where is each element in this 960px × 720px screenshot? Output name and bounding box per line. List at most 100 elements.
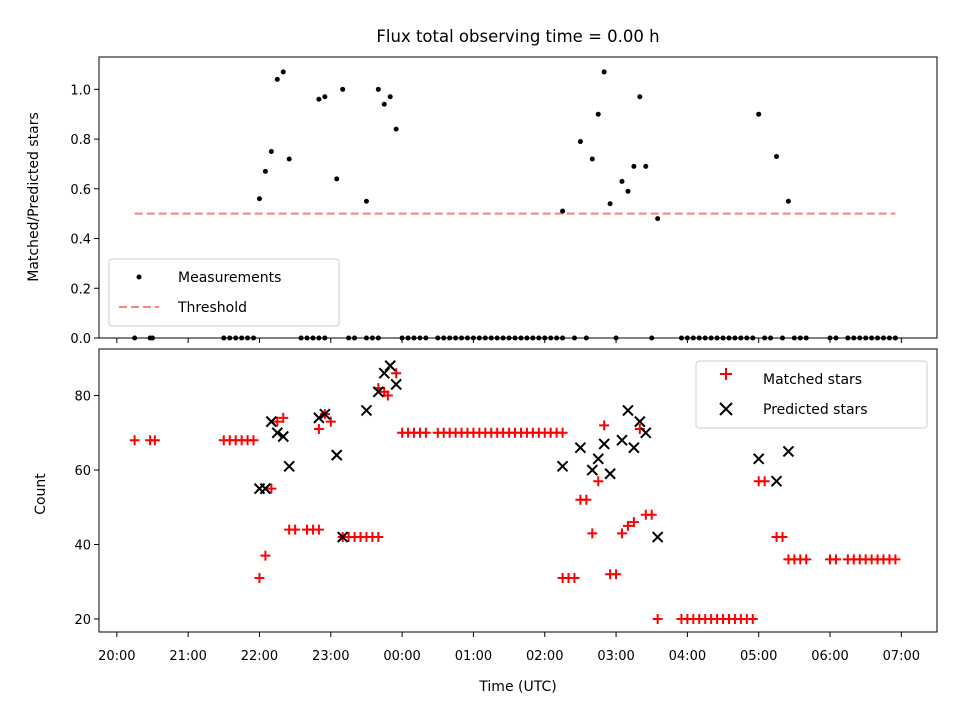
top-y-tick-label: 1.0 [70,83,91,98]
predicted-star-point [598,438,610,450]
predicted-star-point [651,531,664,543]
predicted-star-point [271,427,284,439]
predicted-star-point [616,434,628,446]
predicted-star-point [313,412,325,424]
legend-predicted-label: Predicted stars [763,402,868,418]
measurement-point [625,188,631,194]
x-tick-label: 01:00 [455,649,492,664]
matched-star-point [777,532,788,543]
matched-star-point [254,573,265,584]
measurement-point [643,163,649,169]
top-x-ticks [116,338,902,343]
predicted-star-point [265,415,278,428]
bottom-x-ticks: 20:00 21:00 22:00 23:00 00:00 01:00 02:00 03:00… [98,632,920,664]
x-axis-label: Time (UTC) [478,679,556,695]
predicted-star-point [592,453,604,465]
predicted-star-point [586,464,598,476]
matched-star-point [420,427,431,438]
top-panel: 0.0 0.2 0.4 0.6 0.8 1.0 Matched/Predicted sta… [26,56,938,347]
measurement-point [655,216,661,222]
matched-star-point [373,532,384,543]
matched-star-point [248,435,259,446]
legend-matched-label: Matched stars [763,372,862,388]
top-y-tick-label: 0.6 [70,183,91,198]
x-tick-label: 21:00 [169,649,206,664]
bottom-y-tick-label: 20 [74,613,91,628]
matched-star-point [830,554,841,565]
matched-star-point [149,435,160,446]
matched-star-point [260,550,271,561]
predicted-star-point [259,482,272,495]
measurement-point [280,69,286,75]
matched-star-point [266,483,277,494]
matched-star-point [759,476,770,487]
x-tick-label: 23:00 [312,649,349,664]
bottom-y-tick-label: 80 [74,390,91,405]
matched-star-point [652,613,663,624]
top-legend-frame [108,258,340,327]
measurement-point [262,168,268,174]
bottom-y-ticks: 20 40 60 80 [74,390,99,628]
measurement-point [387,94,393,100]
x-tick-label: 00:00 [383,649,420,664]
predicted-star-point [319,408,331,420]
top-y-tick-label: 0.8 [70,133,91,148]
bottom-y-tick-label: 40 [74,538,91,553]
x-tick-label: 22:00 [241,649,278,664]
legend-threshold-label: Threshold [177,300,247,316]
predicted-star-point [283,460,295,473]
measurement-point [589,156,595,162]
chart-title: Flux total observing time = 0.00 h [376,27,659,46]
bottom-legend: Matched stars Predicted stars [695,360,928,429]
bottom-y-axis-label: Count [33,473,49,515]
predicted-star-point [634,415,646,428]
matched-star-point [587,528,598,539]
matched-star-point [129,435,140,446]
matched-star-point [382,390,393,401]
measurement-point [785,198,791,204]
measurement-point [393,126,399,132]
matched-star-point [272,416,283,427]
bottom-marks [129,360,901,624]
predicted-star-point [604,468,616,480]
matched-star-point [622,520,633,531]
predicted-star-point [770,475,783,487]
matched-star-point [313,524,324,535]
x-tick-label: 02:00 [526,649,563,664]
measurement-point [756,111,762,117]
predicted-star-point [752,453,765,465]
matched-star-point [628,517,639,528]
matched-star-point [581,494,592,505]
matched-star-point [890,554,901,565]
matched-star-point [599,420,610,431]
measurement-point [631,163,637,169]
bottom-legend-frame [695,360,928,429]
predicted-star-point [372,386,385,398]
measurement-point [334,176,340,182]
top-y-tick-label: 0.4 [70,233,91,248]
x-tick-label: 20:00 [98,649,135,664]
legend-measurements-label: Measurements [178,270,281,286]
x-tick-label: 05:00 [740,649,777,664]
predicted-star-point [556,460,569,473]
x-tick-label: 03:00 [597,649,634,664]
top-marks [132,69,898,341]
measurement-point [274,76,280,82]
top-y-axis-label: Matched/Predicted stars [26,112,42,282]
bottom-panel: 20 40 60 80 20:00 21:00 22:00 23:00 00:00 01:00 0… [33,348,938,695]
top-legend: Measurements Threshold [108,258,340,327]
predicted-star-point [628,441,640,454]
matched-star-point [646,509,657,520]
matched-star-point [278,412,289,423]
predicted-star-point [378,367,390,379]
measurement-point [268,148,274,154]
predicted-star-point [574,441,587,454]
x-tick-label: 06:00 [811,649,848,664]
measurement-point [256,196,262,202]
measurement-point [363,198,369,204]
matched-star-point [313,424,324,435]
measurement-point [595,111,601,117]
top-y-tick-label: 0.2 [70,282,91,297]
legend-measurements-marker [136,274,142,280]
measurement-point [619,178,625,184]
